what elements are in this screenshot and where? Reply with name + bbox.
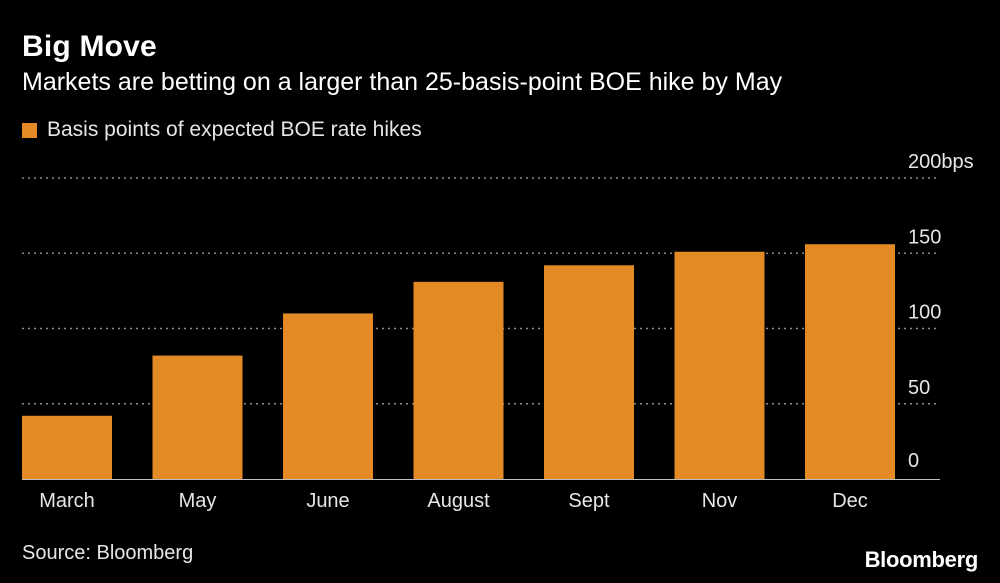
x-tick-label: Sept: [568, 490, 610, 512]
bar: [283, 313, 373, 479]
legend-swatch: [22, 122, 37, 138]
y-tick-label: 0: [908, 450, 919, 472]
bar: [413, 281, 504, 479]
y-tick-label: 50: [908, 377, 930, 399]
x-tick-label: Dec: [832, 490, 868, 512]
bar: [805, 244, 895, 479]
y-tick-label: 200bps: [908, 151, 974, 173]
x-tick-label: Nov: [702, 490, 738, 512]
chart-subtitle: Markets are betting on a larger than 25-…: [22, 68, 783, 96]
x-tick-label: May: [179, 490, 217, 512]
bar: [152, 355, 243, 479]
x-tick-label: June: [306, 490, 349, 512]
bar: [22, 415, 112, 479]
legend: Basis points of expected BOE rate hikes: [22, 118, 422, 142]
x-tick-label: August: [427, 490, 490, 512]
bar: [544, 265, 634, 479]
bar: [674, 251, 765, 479]
chart-title: Big Move: [22, 30, 157, 63]
y-tick-label: 150: [908, 226, 941, 248]
y-tick-label: 100: [908, 302, 941, 324]
x-tick-label: March: [39, 490, 95, 512]
source-note: Source: Bloomberg: [22, 542, 194, 564]
legend-label: Basis points of expected BOE rate hikes: [47, 118, 422, 141]
bloomberg-logo: Bloomberg: [864, 547, 979, 572]
